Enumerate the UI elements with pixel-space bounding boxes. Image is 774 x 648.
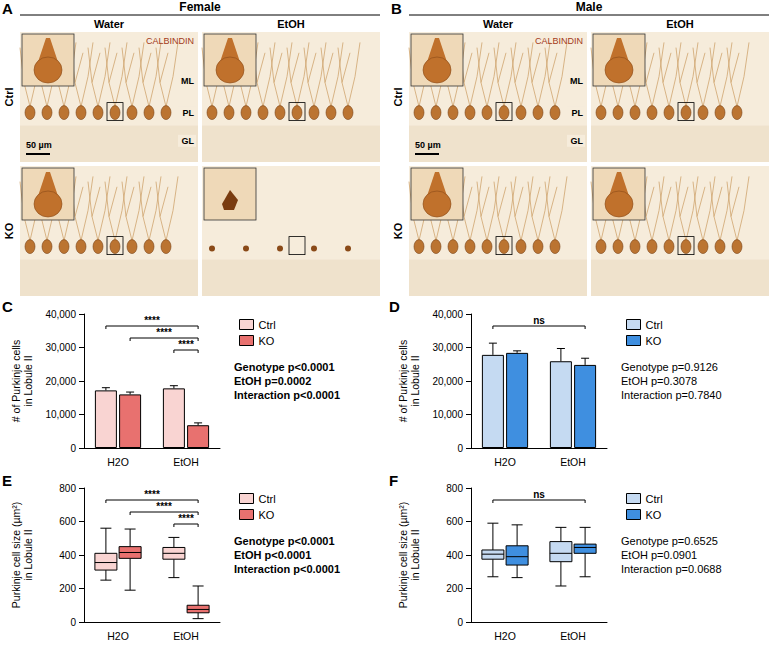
svg-text:PL: PL: [571, 108, 583, 118]
svg-text:0: 0: [457, 617, 463, 628]
html-text:D: D: [389, 298, 400, 315]
svg-text:50 µm: 50 µm: [415, 140, 441, 150]
svg-text:Interaction p=0.0688: Interaction p=0.0688: [621, 563, 722, 575]
svg-text:Genotype p<0.0001: Genotype p<0.0001: [234, 535, 335, 547]
html-text:F: F: [389, 472, 399, 489]
svg-text:EtOH p=0.0002: EtOH p=0.0002: [234, 375, 311, 387]
svg-text:ns: ns: [533, 489, 545, 500]
svg-text:****: ****: [156, 501, 172, 512]
svg-text:ML: ML: [181, 76, 194, 86]
svg-text:GL: GL: [182, 136, 195, 146]
svg-text:Purkinje cell size (µm²): Purkinje cell size (µm²): [397, 502, 409, 608]
svg-text:Ctrl: Ctrl: [646, 493, 663, 505]
svg-text:Purkinje cell size (µm²): Purkinje cell size (µm²): [10, 502, 22, 608]
html-text:E: E: [2, 472, 12, 489]
svg-text:in Lobule II: in Lobule II: [22, 529, 34, 580]
svg-text:Genotype p=0.6525: Genotype p=0.6525: [621, 535, 718, 547]
svg-text:H2O: H2O: [494, 630, 516, 642]
svg-text:****: ****: [178, 339, 194, 350]
svg-text:in Lobule II: in Lobule II: [22, 355, 34, 406]
html-text:C: C: [2, 298, 13, 315]
svg-text:EtOH p=0.3078: EtOH p=0.3078: [621, 375, 697, 387]
svg-text:B: B: [391, 0, 402, 17]
svg-text:0: 0: [457, 443, 463, 454]
svg-text:EtOH: EtOH: [560, 456, 586, 468]
svg-text:400: 400: [59, 550, 76, 561]
svg-text:CALBINDIN: CALBINDIN: [146, 36, 194, 46]
svg-text:Ctrl: Ctrl: [259, 319, 276, 331]
svg-text:EtOH: EtOH: [277, 18, 305, 30]
svg-text:in Lobule II: in Lobule II: [409, 529, 421, 580]
svg-text:Genotype p<0.0001: Genotype p<0.0001: [234, 361, 335, 373]
svg-text:Ctrl: Ctrl: [259, 493, 276, 505]
svg-text:KO: KO: [392, 222, 404, 239]
svg-text:ML: ML: [570, 76, 583, 86]
svg-text:0: 0: [70, 443, 76, 454]
svg-text:Water: Water: [483, 18, 514, 30]
svg-text:Interaction p<0.0001: Interaction p<0.0001: [234, 389, 340, 401]
svg-text:Genotype p=0.9126: Genotype p=0.9126: [621, 361, 718, 373]
svg-text:****: ****: [156, 327, 172, 338]
svg-text:KO: KO: [259, 509, 275, 521]
svg-text:40,000: 40,000: [432, 309, 463, 320]
svg-text:EtOH: EtOH: [666, 18, 694, 30]
svg-text:EtOH: EtOH: [173, 456, 199, 468]
svg-text:H2O: H2O: [107, 630, 129, 642]
svg-text:Interaction p<0.0001: Interaction p<0.0001: [234, 563, 340, 575]
svg-text:KO: KO: [3, 222, 15, 239]
svg-text:40,000: 40,000: [45, 309, 76, 320]
svg-text:# of Purkinje cells: # of Purkinje cells: [10, 340, 22, 422]
svg-text:CALBINDIN: CALBINDIN: [535, 36, 583, 46]
svg-text:****: ****: [144, 315, 160, 326]
svg-text:Ctrl: Ctrl: [3, 88, 15, 107]
svg-text:EtOH: EtOH: [173, 630, 199, 642]
svg-text:KO: KO: [646, 509, 662, 521]
svg-text:EtOH p=0.0901: EtOH p=0.0901: [621, 549, 697, 561]
svg-text:ns: ns: [533, 315, 545, 326]
svg-text:20,000: 20,000: [432, 376, 463, 387]
svg-text:Ctrl: Ctrl: [392, 88, 404, 107]
svg-text:20,000: 20,000: [45, 376, 76, 387]
svg-text:GL: GL: [571, 136, 584, 146]
svg-text:****: ****: [178, 513, 194, 524]
svg-text:in Lobule II: in Lobule II: [409, 355, 421, 406]
svg-text:0: 0: [70, 617, 76, 628]
svg-text:10,000: 10,000: [45, 409, 76, 420]
svg-text:200: 200: [446, 583, 463, 594]
svg-text:Ctrl: Ctrl: [646, 319, 663, 331]
svg-text:# of Purkinje cells: # of Purkinje cells: [397, 340, 409, 422]
svg-text:EtOH p<0.0001: EtOH p<0.0001: [234, 549, 311, 561]
svg-text:10,000: 10,000: [432, 409, 463, 420]
svg-text:200: 200: [59, 583, 76, 594]
svg-text:400: 400: [446, 550, 463, 561]
svg-text:H2O: H2O: [494, 456, 516, 468]
svg-text:****: ****: [144, 489, 160, 500]
svg-text:A: A: [2, 0, 13, 17]
svg-text:30,000: 30,000: [432, 342, 463, 353]
svg-text:KO: KO: [259, 335, 275, 347]
svg-text:600: 600: [59, 516, 76, 527]
svg-text:EtOH: EtOH: [560, 630, 586, 642]
svg-text:800: 800: [446, 483, 463, 494]
svg-text:Male: Male: [576, 0, 603, 14]
svg-text:50 µm: 50 µm: [26, 140, 52, 150]
svg-text:800: 800: [59, 483, 76, 494]
svg-text:Water: Water: [94, 18, 125, 30]
svg-text:H2O: H2O: [107, 456, 129, 468]
svg-text:PL: PL: [182, 108, 194, 118]
svg-text:Female: Female: [179, 0, 221, 14]
svg-text:30,000: 30,000: [45, 342, 76, 353]
svg-text:Interaction p=0.7840: Interaction p=0.7840: [621, 389, 722, 401]
svg-text:KO: KO: [646, 335, 662, 347]
svg-text:600: 600: [446, 516, 463, 527]
